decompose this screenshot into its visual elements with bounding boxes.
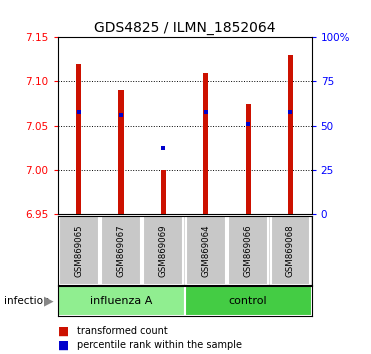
Text: ▶: ▶ <box>44 294 53 307</box>
Bar <box>203 73 208 214</box>
Bar <box>186 216 226 285</box>
Title: GDS4825 / ILMN_1852064: GDS4825 / ILMN_1852064 <box>94 21 275 35</box>
Bar <box>270 216 311 285</box>
Text: control: control <box>229 296 267 306</box>
Text: transformed count: transformed count <box>77 326 168 336</box>
Text: ■: ■ <box>58 325 69 337</box>
Text: GSM869064: GSM869064 <box>201 224 210 277</box>
Bar <box>118 90 124 214</box>
Bar <box>144 216 183 285</box>
Bar <box>58 286 185 316</box>
Bar <box>185 286 312 316</box>
Text: ■: ■ <box>58 339 69 352</box>
Text: GSM869067: GSM869067 <box>116 224 125 277</box>
Text: GSM869068: GSM869068 <box>286 224 295 277</box>
Text: percentile rank within the sample: percentile rank within the sample <box>77 340 242 350</box>
Text: infection: infection <box>4 296 49 306</box>
Bar <box>246 104 251 214</box>
Bar <box>76 64 81 214</box>
Bar <box>161 170 166 214</box>
Bar <box>288 55 293 214</box>
Text: GSM869069: GSM869069 <box>159 224 168 277</box>
Bar <box>59 216 99 285</box>
Bar <box>101 216 141 285</box>
Text: influenza A: influenza A <box>90 296 152 306</box>
Text: GSM869066: GSM869066 <box>244 224 253 277</box>
Text: GSM869065: GSM869065 <box>74 224 83 277</box>
Bar <box>228 216 268 285</box>
